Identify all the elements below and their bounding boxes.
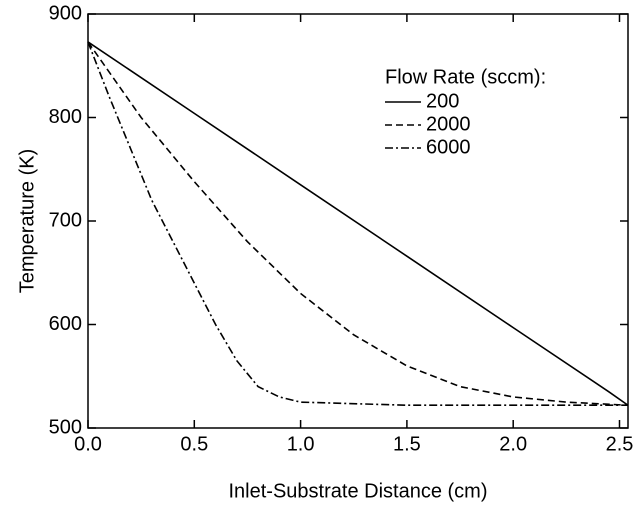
x-tick-label: 1.5 bbox=[393, 433, 421, 455]
x-tick-label: 2.0 bbox=[499, 433, 527, 455]
y-tick-label: 500 bbox=[49, 416, 82, 438]
line-series bbox=[87, 41, 629, 407]
legend-label: 200 bbox=[426, 90, 459, 112]
x-tick-label: 0.5 bbox=[180, 433, 208, 455]
x-tick-label: 2.5 bbox=[606, 433, 634, 455]
y-tick-label: 600 bbox=[49, 313, 82, 335]
line-series bbox=[87, 41, 628, 407]
x-axis-title: Inlet-Substrate Distance (cm) bbox=[229, 480, 488, 502]
y-axis-title: Temperature (K) bbox=[16, 149, 38, 294]
legend-label: 6000 bbox=[426, 136, 471, 158]
line-series bbox=[87, 41, 629, 406]
y-tick-label: 700 bbox=[49, 209, 82, 231]
y-tick-label: 800 bbox=[49, 106, 82, 128]
x-tick-label: 1.0 bbox=[287, 433, 315, 455]
x-tick-label: 0.0 bbox=[74, 433, 102, 455]
legend-title: Flow Rate (sccm): bbox=[385, 66, 546, 88]
y-tick-label: 900 bbox=[49, 2, 82, 24]
legend-label: 2000 bbox=[426, 113, 471, 135]
plot-frame bbox=[87, 13, 629, 429]
